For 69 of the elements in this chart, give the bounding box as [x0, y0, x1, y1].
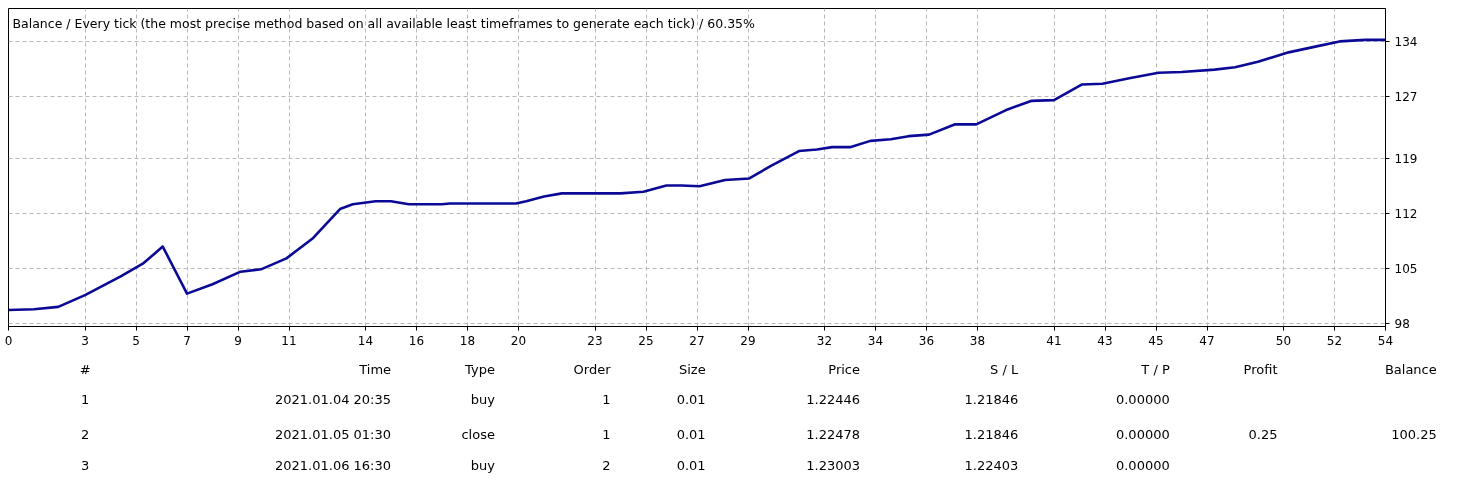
text: Balance	[1384, 362, 1437, 377]
text: 2021.01.06 16:30	[275, 458, 392, 473]
x-tick-label: 3	[81, 333, 89, 348]
text: 1.22403	[964, 458, 1019, 473]
text: 2021.01.05 01:30	[275, 427, 392, 442]
text: 0.00000	[1115, 458, 1170, 473]
x-tick-label: 23	[587, 333, 603, 348]
text: Balance / Every tick (the most precise method based on all available least timeframes to generate each tick) / 60.35%	[12, 15, 756, 31]
x-tick-label: 9	[234, 333, 242, 348]
text: 3	[81, 458, 90, 473]
x-tick-label: 5	[132, 333, 140, 348]
x-tick-label: 41	[1046, 333, 1062, 348]
text: 0.00000	[1115, 427, 1170, 442]
text: 1	[602, 392, 611, 407]
text: Price	[828, 362, 861, 377]
text: 100.25	[1391, 427, 1437, 442]
x-tick-label: 47	[1199, 333, 1215, 348]
text: #	[79, 362, 91, 377]
y-tick-label: 127	[1394, 89, 1418, 104]
x-tick-label: 43	[1097, 333, 1113, 348]
y-tick-label: 112	[1394, 207, 1418, 222]
text: 1.22446	[806, 392, 861, 407]
text: 0.01	[676, 458, 706, 473]
x-tick-label: 32	[816, 333, 833, 348]
text: 0.01	[676, 427, 706, 442]
text: T / P	[1140, 362, 1170, 377]
x-tick-label: 14	[357, 333, 374, 348]
x-tick-label: 25	[638, 333, 654, 348]
x-tick-label: 52	[1326, 333, 1343, 348]
x-tick-label: 7	[183, 333, 191, 348]
x-tick-label: 16	[408, 333, 425, 348]
text: 0.25	[1248, 427, 1278, 442]
y-tick-label: 98	[1394, 316, 1410, 331]
x-tick-label: 38	[969, 333, 986, 348]
x-tick-label: 0	[4, 333, 13, 348]
text: 2021.01.04 20:35	[275, 392, 392, 407]
x-tick-label: 29	[740, 333, 756, 348]
text: 0.01	[676, 392, 706, 407]
x-tick-label: 50	[1275, 333, 1292, 348]
x-tick-label: 11	[281, 333, 297, 348]
text: 2	[81, 427, 90, 442]
x-tick-label: 20	[510, 333, 527, 348]
text: 2	[602, 458, 611, 473]
x-tick-label: 34	[867, 333, 884, 348]
text: 1.23003	[806, 458, 861, 473]
text: Size	[678, 362, 706, 377]
x-tick-label: 27	[689, 333, 705, 348]
text: 1	[81, 392, 90, 407]
text: 1.22478	[806, 427, 861, 442]
text: S / L	[990, 362, 1020, 377]
y-tick-label: 105	[1394, 262, 1418, 277]
text: 1.21846	[964, 392, 1019, 407]
text: Time	[358, 362, 392, 377]
text: Type	[464, 362, 495, 377]
text: buy	[470, 458, 496, 473]
text: buy	[470, 392, 496, 407]
x-tick-label: 36	[918, 333, 935, 348]
x-tick-label: 45	[1148, 333, 1164, 348]
y-tick-label: 134	[1394, 34, 1418, 49]
text: 0.00000	[1115, 392, 1170, 407]
x-tick-label: 54	[1377, 333, 1394, 348]
text: close	[461, 427, 495, 442]
text: 1	[602, 427, 611, 442]
text: 1.21846	[964, 427, 1019, 442]
line-series	[8, 38, 1386, 312]
x-tick-label: 18	[459, 333, 476, 348]
text: Order	[573, 362, 612, 377]
y-tick-label: 119	[1394, 152, 1418, 167]
text: Profit	[1243, 362, 1278, 377]
